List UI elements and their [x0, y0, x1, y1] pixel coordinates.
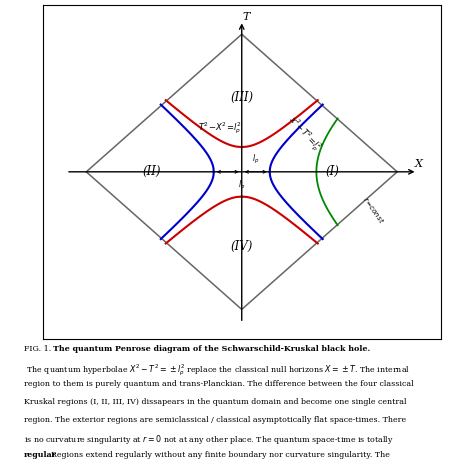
Text: region. The exterior regions are semiclassical / classical asymptotically flat s: region. The exterior regions are semicla… [24, 416, 406, 424]
Text: Kruskal regions (I, II, III, IV) dissapears in the quantum domain and become one: Kruskal regions (I, II, III, IV) dissape… [24, 398, 406, 406]
Text: The quantum Penrose diagram of the Schwarschild-Kruskal black hole.: The quantum Penrose diagram of the Schwa… [54, 345, 371, 353]
Text: $l_p$: $l_p$ [252, 153, 259, 166]
Text: FIG. 1.: FIG. 1. [24, 345, 58, 353]
Text: region to them is purely quantum and trans-Planckian. The difference between the: region to them is purely quantum and tra… [24, 380, 413, 388]
Text: $T^2\!-\!X^2\!=\!l_p^2$: $T^2\!-\!X^2\!=\!l_p^2$ [198, 120, 242, 136]
Text: $r\!=\!const$: $r\!=\!const$ [362, 195, 388, 226]
Text: $l_p$: $l_p$ [238, 179, 246, 192]
Text: $x^2\!-\!T^2\!=\!l_p^2$: $x^2\!-\!T^2\!=\!l_p^2$ [284, 112, 324, 155]
Text: . Regions extend regularly without any finite boundary nor curvature singularity: . Regions extend regularly without any f… [46, 451, 390, 459]
Text: T: T [243, 12, 250, 22]
Text: (II): (II) [142, 165, 161, 178]
Text: (IV): (IV) [230, 240, 253, 253]
Text: The quantum hyperbolae $X^2 - T^2 = \pm l_p^2$ replace the classical null horizo: The quantum hyperbolae $X^2 - T^2 = \pm … [24, 363, 410, 378]
Text: (III): (III) [230, 91, 253, 104]
Text: is no curvature singularity at $r = 0$ not at any other place. The quantum space: is no curvature singularity at $r = 0$ n… [24, 433, 393, 446]
Text: (I): (I) [325, 165, 339, 178]
Text: regular: regular [24, 451, 56, 459]
Text: X: X [414, 159, 422, 169]
